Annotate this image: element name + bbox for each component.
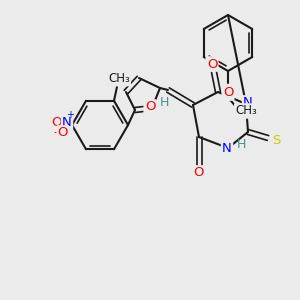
Text: CH₃: CH₃ xyxy=(235,104,257,118)
Text: O: O xyxy=(51,116,61,128)
Text: O: O xyxy=(58,127,68,140)
Text: H: H xyxy=(159,95,169,109)
Text: +: + xyxy=(66,110,74,120)
Text: N: N xyxy=(62,116,72,128)
Text: N: N xyxy=(222,142,232,154)
Text: N: N xyxy=(243,97,253,110)
Text: O: O xyxy=(194,167,204,179)
Text: S: S xyxy=(272,134,280,146)
Text: H: H xyxy=(237,139,246,152)
Text: O: O xyxy=(223,86,233,100)
Text: O: O xyxy=(145,100,155,113)
Text: O: O xyxy=(207,58,217,70)
Text: CH₃: CH₃ xyxy=(108,72,130,85)
Text: -: - xyxy=(54,127,58,140)
